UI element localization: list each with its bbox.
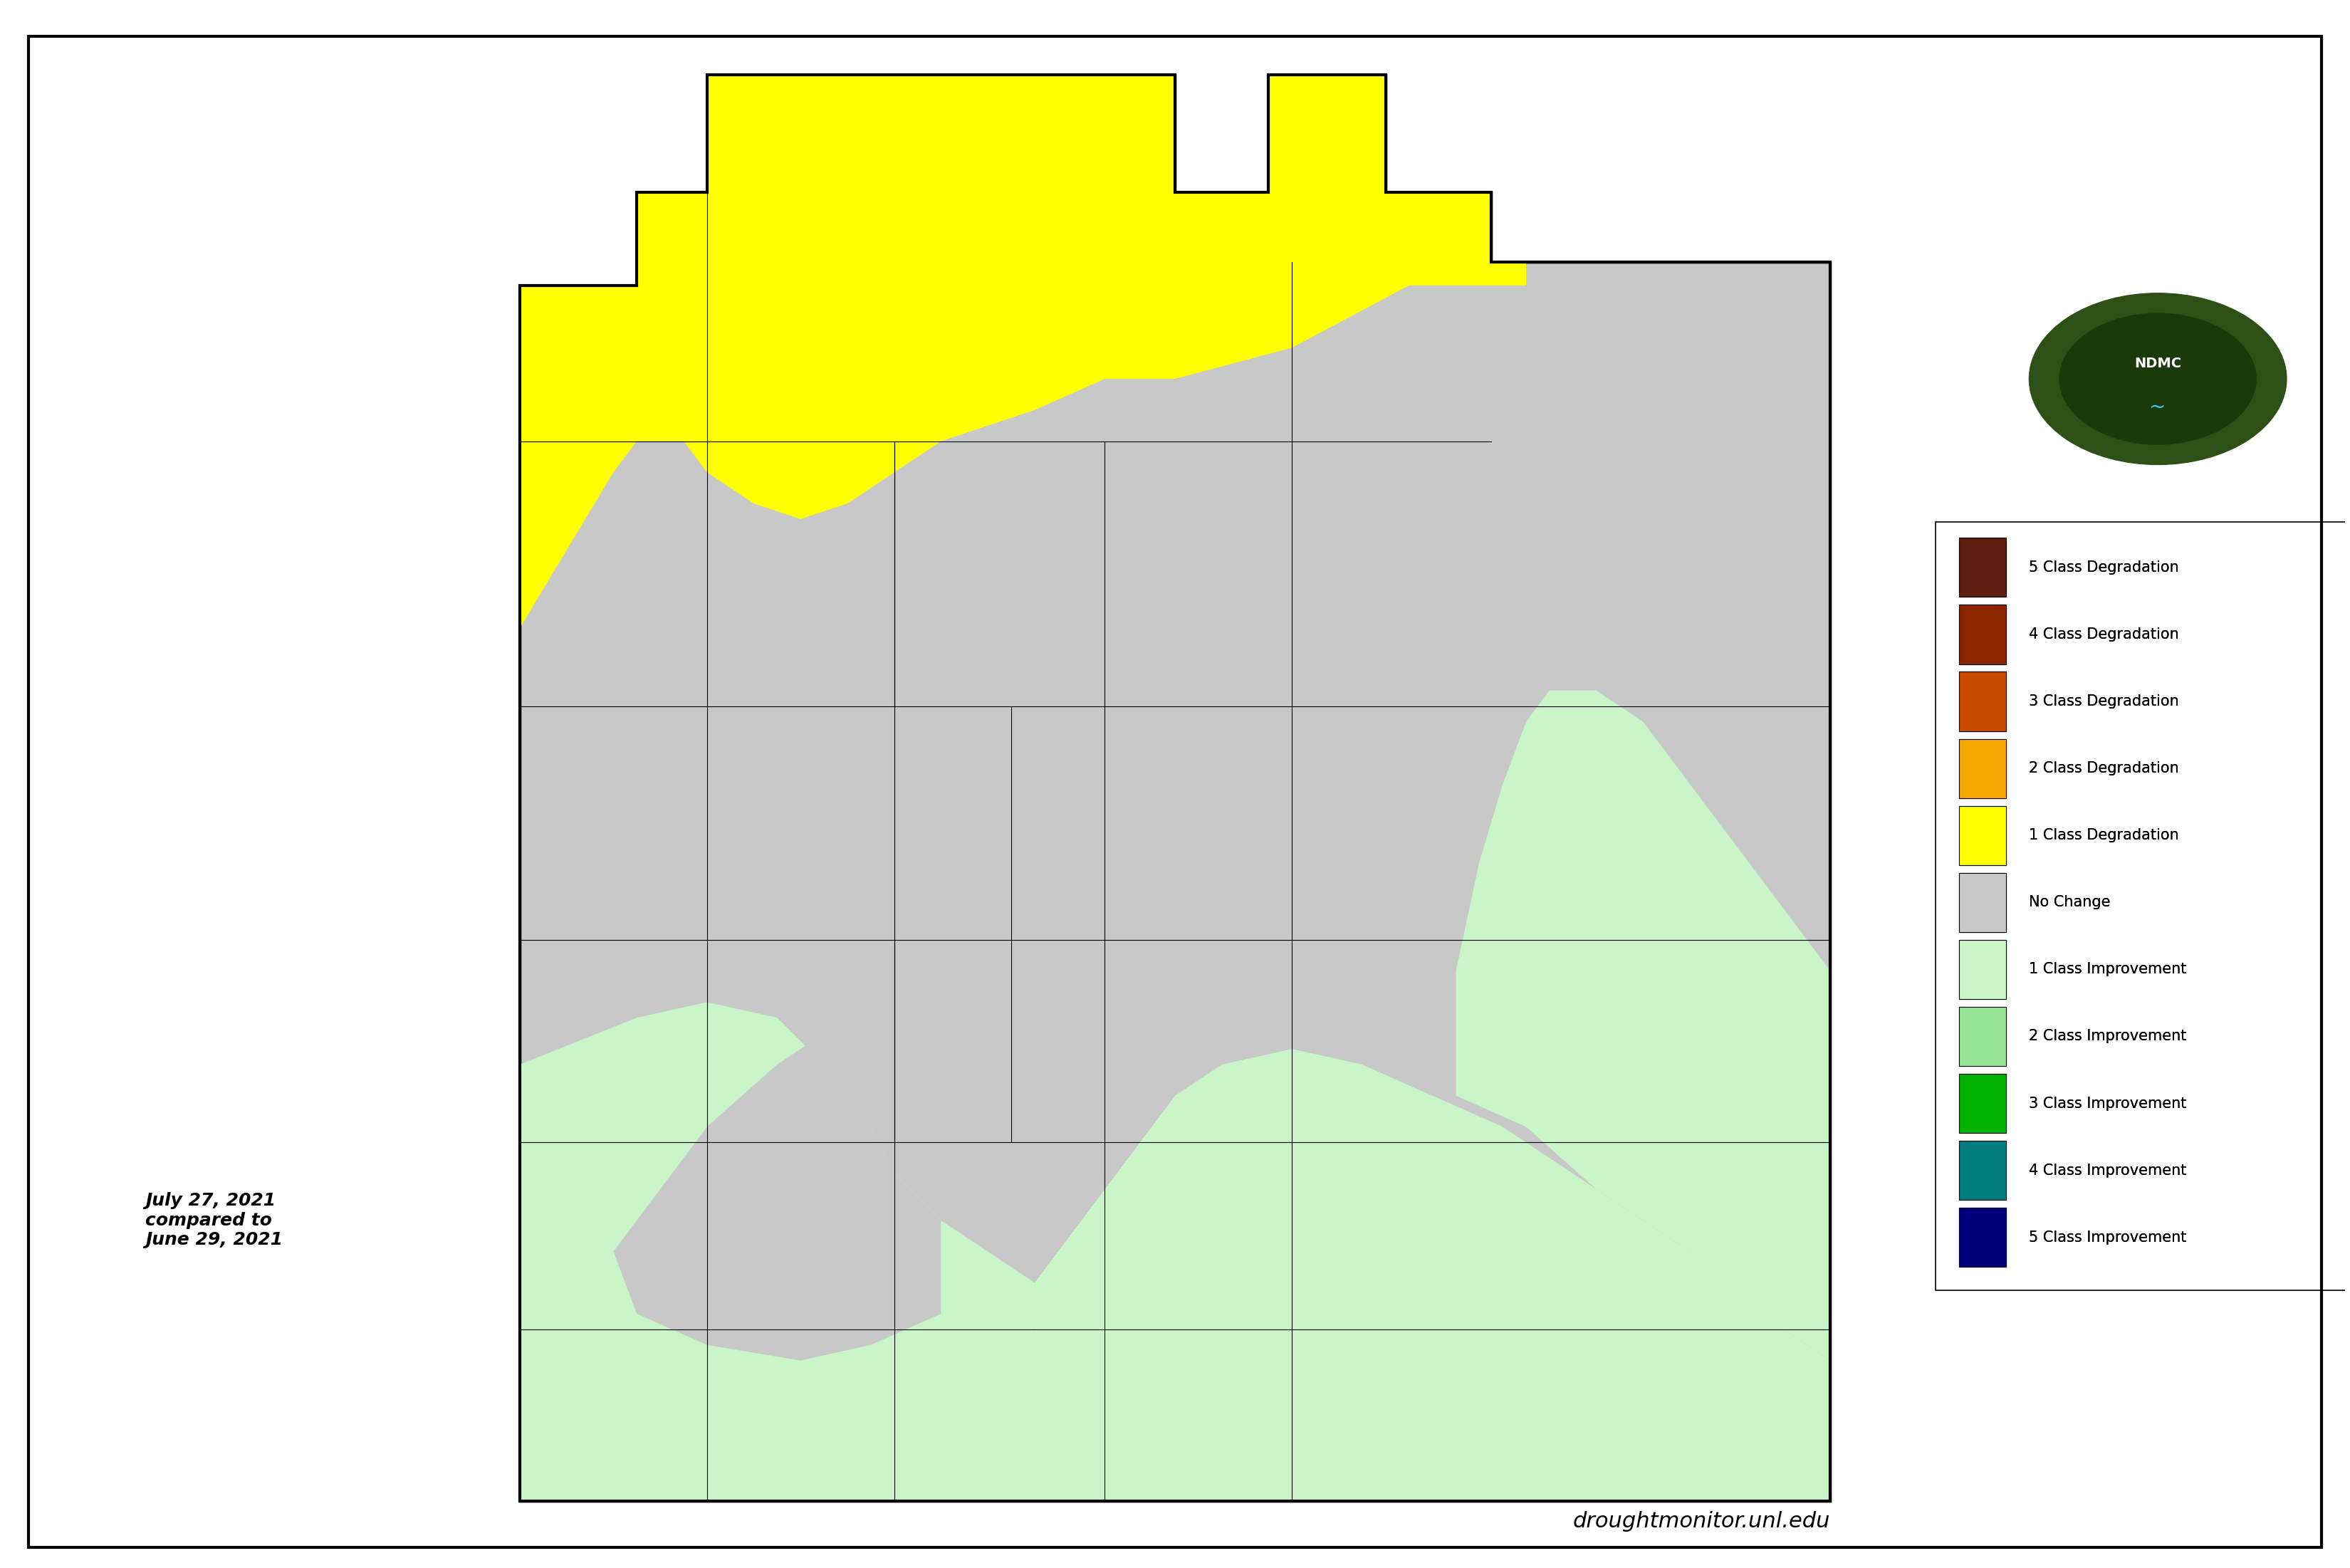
Text: droughtmonitor.unl.edu: droughtmonitor.unl.edu — [1572, 1512, 1831, 1532]
FancyBboxPatch shape — [1960, 739, 2007, 798]
FancyBboxPatch shape — [1960, 1074, 2007, 1134]
Text: 3 Class Improvement: 3 Class Improvement — [2028, 1096, 2188, 1110]
Text: 3 Class Degradation: 3 Class Degradation — [2028, 695, 2178, 709]
FancyBboxPatch shape — [1960, 538, 2007, 597]
Text: 2 Class Improvement: 2 Class Improvement — [2028, 1029, 2188, 1044]
FancyBboxPatch shape — [1960, 806, 2007, 866]
FancyBboxPatch shape — [1960, 671, 2007, 731]
Circle shape — [2059, 314, 2256, 444]
Text: No Change: No Change — [2028, 895, 2110, 909]
Text: No Change: No Change — [2028, 895, 2110, 909]
Text: 4 Class Improvement: 4 Class Improvement — [2028, 1163, 2188, 1178]
Text: 1 Class Degradation: 1 Class Degradation — [2028, 828, 2178, 842]
Polygon shape — [1034, 1049, 1831, 1501]
Text: July 27, 2021
compared to
June 29, 2021: July 27, 2021 compared to June 29, 2021 — [146, 1192, 282, 1248]
FancyBboxPatch shape — [1960, 1142, 2007, 1200]
FancyBboxPatch shape — [1936, 522, 2350, 1290]
Polygon shape — [940, 721, 1525, 1283]
Polygon shape — [519, 75, 1831, 1501]
FancyBboxPatch shape — [1960, 671, 2007, 731]
Text: 5 Class Degradation: 5 Class Degradation — [2028, 560, 2178, 574]
Text: ~: ~ — [2150, 397, 2167, 417]
Text: NDMC: NDMC — [2134, 356, 2181, 370]
FancyBboxPatch shape — [1960, 1142, 2007, 1200]
FancyBboxPatch shape — [1960, 538, 2007, 597]
FancyBboxPatch shape — [1960, 1007, 2007, 1066]
Text: 2 Class Degradation: 2 Class Degradation — [2028, 762, 2178, 776]
FancyBboxPatch shape — [1960, 1207, 2007, 1267]
Circle shape — [2028, 293, 2287, 464]
Text: 4 Class Degradation: 4 Class Degradation — [2028, 627, 2178, 641]
Text: 5 Class Improvement: 5 Class Improvement — [2028, 1231, 2188, 1245]
Text: 1 Class Degradation: 1 Class Degradation — [2028, 828, 2178, 842]
FancyBboxPatch shape — [1960, 873, 2007, 931]
Text: 1 Class Improvement: 1 Class Improvement — [2028, 963, 2188, 977]
FancyBboxPatch shape — [1960, 1074, 2007, 1134]
FancyBboxPatch shape — [1960, 739, 2007, 798]
Text: 2 Class Improvement: 2 Class Improvement — [2028, 1029, 2188, 1044]
FancyBboxPatch shape — [1960, 939, 2007, 999]
FancyBboxPatch shape — [1960, 806, 2007, 866]
Polygon shape — [1455, 690, 1831, 1361]
Polygon shape — [613, 1033, 940, 1361]
FancyBboxPatch shape — [1960, 1207, 2007, 1267]
FancyBboxPatch shape — [1960, 1007, 2007, 1066]
Text: 4 Class Improvement: 4 Class Improvement — [2028, 1163, 2188, 1178]
Text: 2 Class Degradation: 2 Class Degradation — [2028, 762, 2178, 776]
Text: 5 Class Improvement: 5 Class Improvement — [2028, 1231, 2188, 1245]
Polygon shape — [519, 75, 1525, 629]
Text: 1 Class Improvement: 1 Class Improvement — [2028, 963, 2188, 977]
FancyBboxPatch shape — [1960, 605, 2007, 663]
Text: 5 Class Degradation: 5 Class Degradation — [2028, 560, 2178, 574]
FancyBboxPatch shape — [1960, 605, 2007, 663]
Text: 3 Class Degradation: 3 Class Degradation — [2028, 695, 2178, 709]
FancyBboxPatch shape — [1960, 939, 2007, 999]
Polygon shape — [519, 1002, 1034, 1501]
FancyBboxPatch shape — [1960, 873, 2007, 931]
Text: 4 Class Degradation: 4 Class Degradation — [2028, 627, 2178, 641]
Text: 3 Class Improvement: 3 Class Improvement — [2028, 1096, 2188, 1110]
